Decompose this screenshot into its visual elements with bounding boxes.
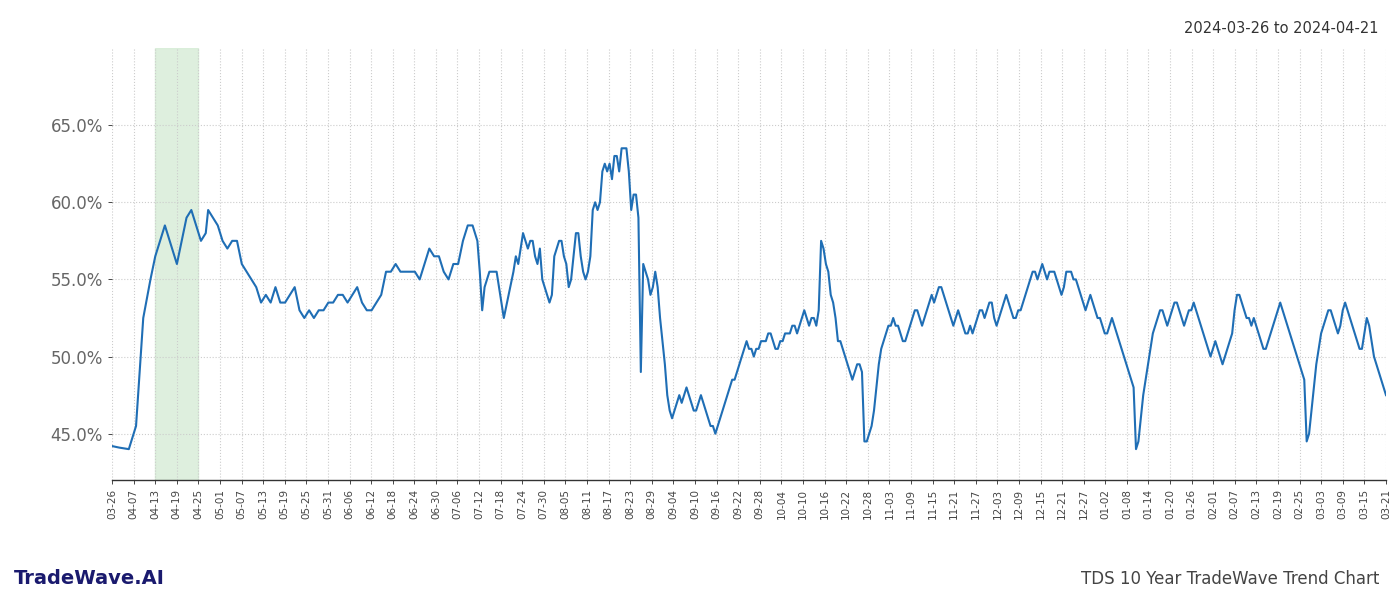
Text: 2024-03-26 to 2024-04-21: 2024-03-26 to 2024-04-21	[1184, 21, 1379, 36]
Text: TDS 10 Year TradeWave Trend Chart: TDS 10 Year TradeWave Trend Chart	[1081, 570, 1379, 588]
Bar	[155, 48, 199, 480]
Text: TradeWave.AI: TradeWave.AI	[14, 569, 165, 588]
